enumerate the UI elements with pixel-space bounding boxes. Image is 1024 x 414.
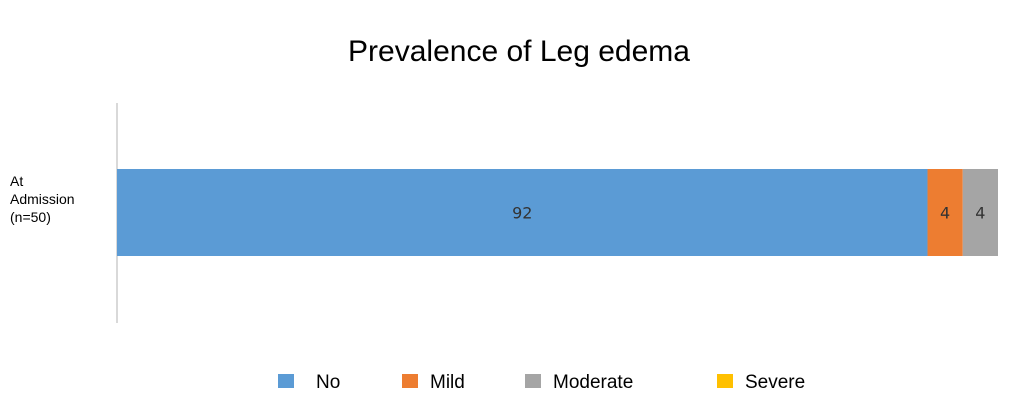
category-label-line-2: Admission: [10, 191, 75, 207]
bar-no: [117, 169, 928, 256]
legend-label-severe: Severe: [745, 372, 805, 393]
category-label: At Admission (n=50): [10, 173, 78, 225]
legend-swatch-severe: [717, 374, 733, 388]
chart-title: Prevalence of Leg edema: [348, 35, 690, 68]
legend-swatch-no: [278, 374, 294, 388]
legend-label-no: No: [316, 372, 340, 393]
bar-mild: [927, 169, 963, 256]
legend-swatch-mild: [402, 374, 418, 388]
category-label-line-3: (n=50): [10, 209, 51, 225]
bar-group: 92 4 4: [117, 169, 998, 256]
category-label-line-1: At: [10, 173, 23, 189]
data-label-moderate: 4: [975, 204, 985, 223]
data-label-mild: 4: [940, 204, 950, 223]
legend-label-mild: Mild: [430, 372, 465, 393]
bar-moderate: [962, 169, 998, 256]
legend-label-moderate: Moderate: [553, 372, 633, 393]
legend: No Mild Moderate Severe: [278, 372, 805, 393]
data-label-no: 92: [512, 204, 532, 223]
legend-swatch-moderate: [525, 374, 541, 388]
